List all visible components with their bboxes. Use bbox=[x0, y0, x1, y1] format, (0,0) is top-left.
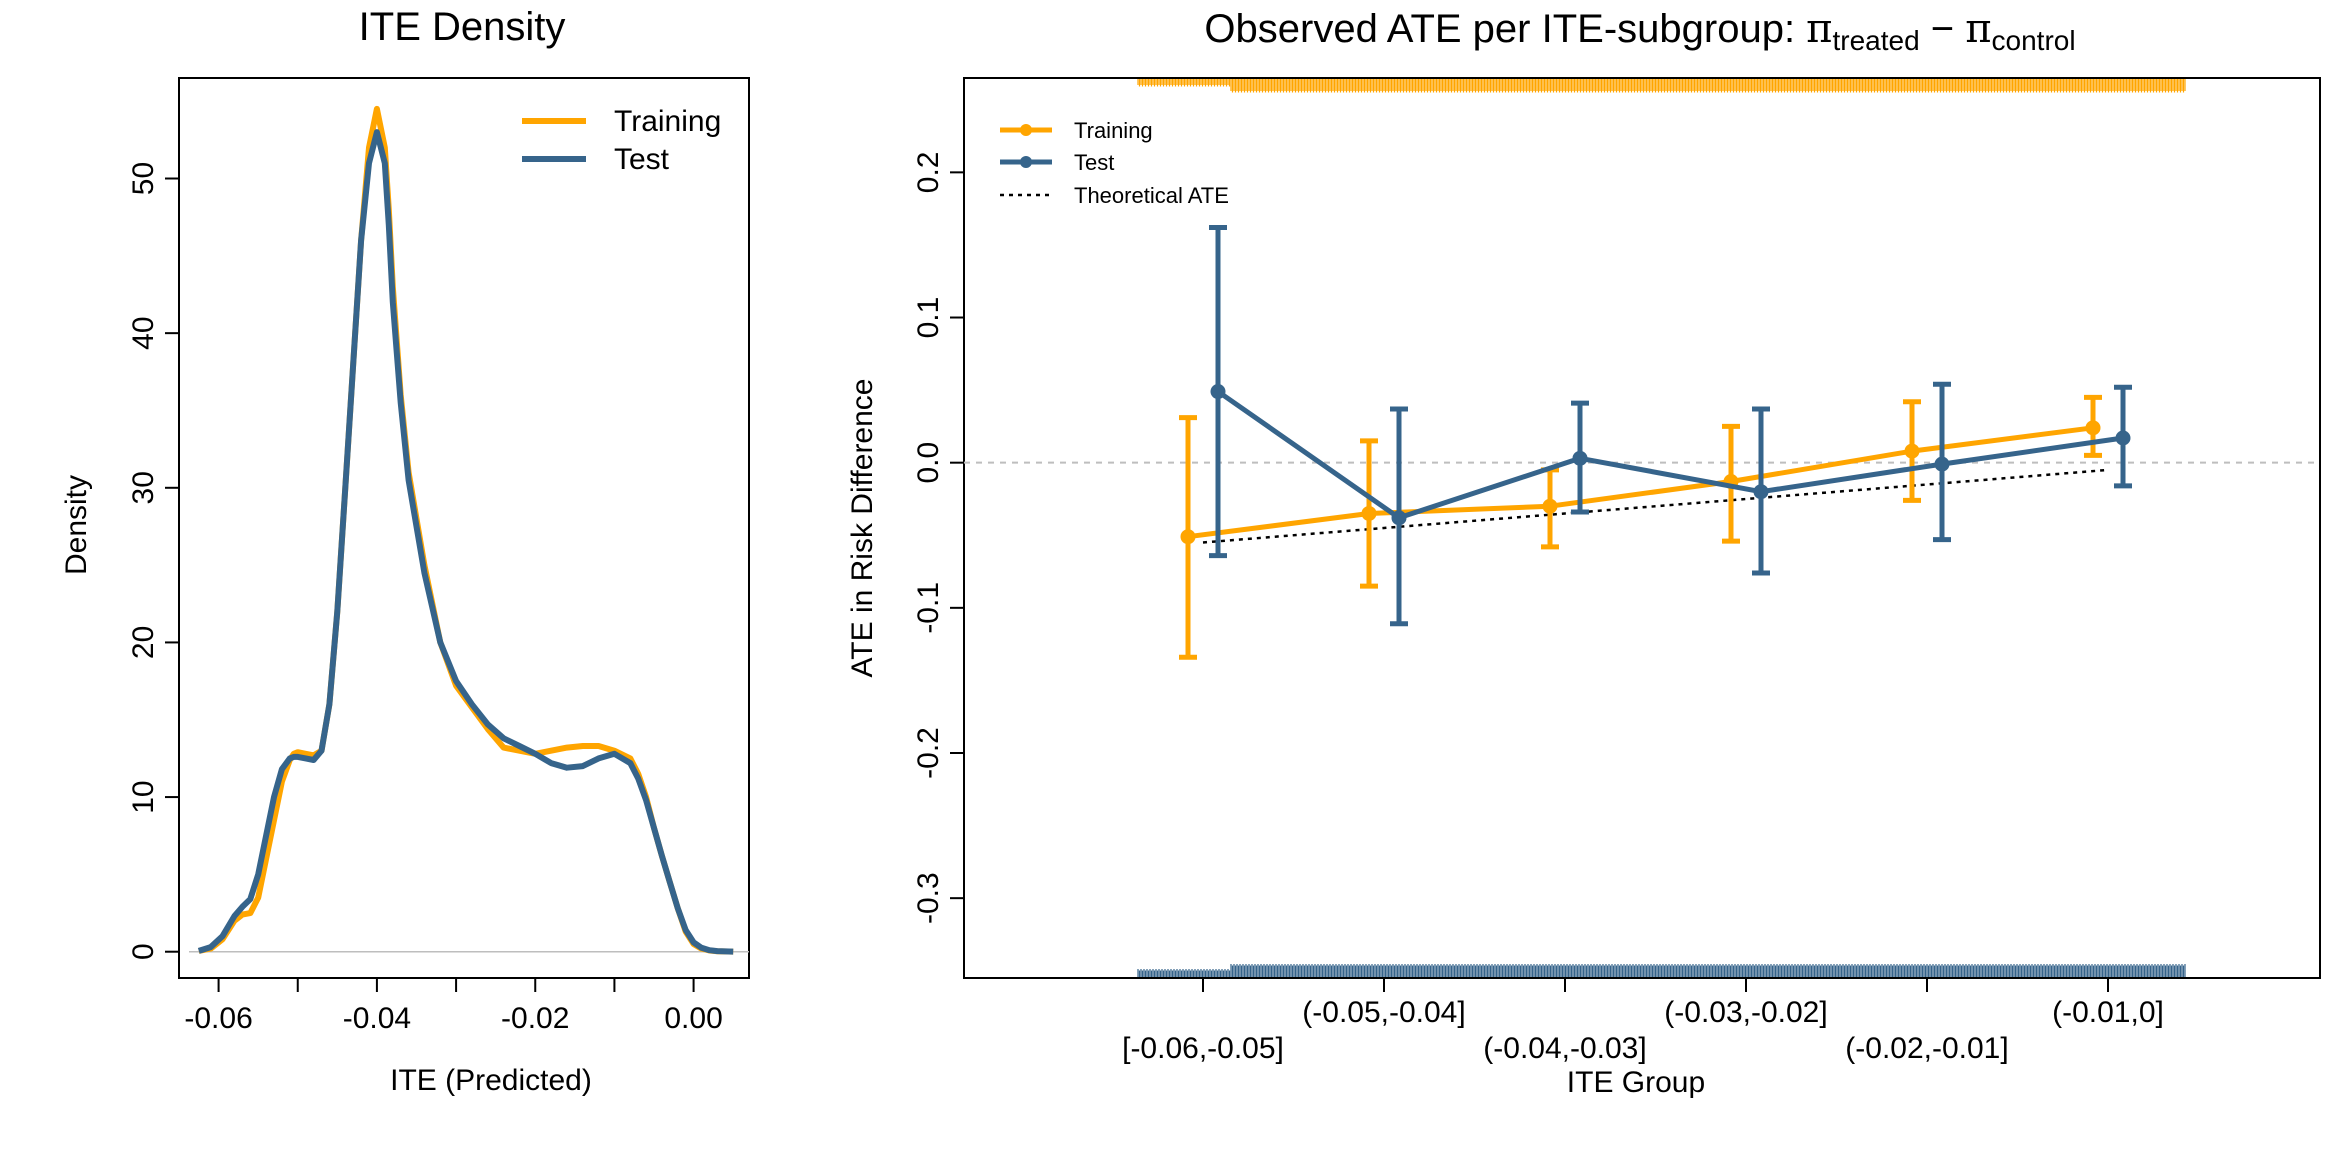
legend-test-label: Test bbox=[1074, 150, 1114, 175]
ate-x-tick-label: (-0.05,-0.04] bbox=[1302, 996, 1465, 1029]
density-y-tick-label: 10 bbox=[127, 780, 160, 813]
density-x-tick-label: 0.00 bbox=[664, 1002, 722, 1035]
ate-legend: Training Test Theoretical ATE bbox=[1000, 118, 1229, 208]
pi-treated-symbol: π bbox=[1806, 6, 1832, 52]
ate-title: Observed ATE per ITE-subgroup: πtreated … bbox=[1204, 6, 2075, 56]
ate-y-tick-label: 0.2 bbox=[912, 151, 945, 193]
training-ate-point bbox=[1180, 529, 1196, 545]
density-plot-content: -0.06 -0.04 -0.02 0.00 0 10 20 30 40 50 bbox=[127, 105, 749, 1035]
test-rug bbox=[1137, 964, 2186, 977]
test-ate-point bbox=[1753, 484, 1769, 500]
ate-y-tick-label: -0.3 bbox=[912, 872, 945, 924]
theoretical-ate-line bbox=[1202, 468, 2109, 544]
pi-control-symbol: π bbox=[1965, 6, 1991, 52]
ate-y-tick-label: 0.1 bbox=[912, 297, 945, 339]
density-y-tick-label: 40 bbox=[127, 316, 160, 349]
subscript-control: control bbox=[1992, 25, 2076, 56]
density-y-tick-label: 0 bbox=[127, 943, 160, 960]
training-ate-point bbox=[1361, 505, 1377, 521]
density-x-tick-label: -0.02 bbox=[501, 1002, 569, 1035]
density-y-tick-label: 30 bbox=[127, 471, 160, 504]
density-line-test bbox=[197, 129, 734, 955]
training-ate-point bbox=[1542, 498, 1558, 514]
ate-x-tick-label: (-0.01,0] bbox=[2052, 996, 2164, 1029]
legend-theoretical-label: Theoretical ATE bbox=[1074, 183, 1229, 208]
training-ate-point bbox=[1904, 443, 1920, 459]
density-title: ITE Density bbox=[359, 5, 566, 49]
ate-y-axis-label: ATE in Risk Difference bbox=[846, 379, 879, 678]
density-panel: ITE Density ITE (Predicted) Density -0.0… bbox=[60, 5, 750, 1097]
legend-test-marker bbox=[1020, 156, 1032, 168]
density-x-axis-label: ITE (Predicted) bbox=[390, 1064, 592, 1097]
ate-x-tick-label: (-0.02,-0.01] bbox=[1845, 1032, 2008, 1065]
training-rug bbox=[1137, 79, 2186, 93]
legend-test-label: Test bbox=[614, 143, 670, 176]
legend-training-label: Training bbox=[1074, 118, 1153, 143]
density-y-tick-label: 20 bbox=[127, 626, 160, 659]
test-ate-point bbox=[1210, 384, 1226, 400]
ate-x-tick-label: (-0.04,-0.03] bbox=[1483, 1032, 1646, 1065]
legend-training-marker bbox=[1020, 124, 1032, 136]
density-plot-frame bbox=[178, 77, 750, 979]
test-ate-line bbox=[1216, 389, 2124, 521]
test-ate-point bbox=[1572, 450, 1588, 466]
ate-title-text: Observed ATE per ITE-subgroup: bbox=[1204, 7, 1806, 51]
ate-x-tick-label: [-0.06,-0.05] bbox=[1122, 1032, 1284, 1065]
training-ate-point bbox=[2085, 420, 2101, 436]
title-minus: − bbox=[1920, 7, 1966, 51]
ate-y-tick-label: 0.0 bbox=[912, 442, 945, 484]
subscript-treated: treated bbox=[1832, 25, 1919, 56]
ate-y-tick-label: -0.2 bbox=[912, 727, 945, 779]
ate-x-axis-label: ITE Group bbox=[1567, 1066, 1705, 1099]
ate-plot-content: -0.3 -0.2 -0.1 0.0 0.1 0.2 [-0.06,-0.05] (-0.05… bbox=[912, 79, 2320, 1065]
density-x-tick-label: -0.04 bbox=[343, 1002, 411, 1035]
ate-y-tick-label: -0.1 bbox=[912, 582, 945, 634]
ate-plot-frame bbox=[963, 77, 2321, 979]
legend-training-label: Training bbox=[614, 105, 721, 138]
density-x-tick-label: -0.06 bbox=[184, 1002, 252, 1035]
test-ate-point bbox=[1391, 510, 1407, 526]
test-ate-point bbox=[2115, 430, 2131, 446]
density-y-axis-label: Density bbox=[60, 475, 93, 575]
density-legend: Training Test bbox=[522, 105, 721, 176]
ate-panel: Observed ATE per ITE-subgroup: πtreated … bbox=[846, 6, 2321, 1099]
density-y-tick-label: 50 bbox=[127, 162, 160, 195]
ate-x-tick-label: (-0.03,-0.02] bbox=[1664, 996, 1827, 1029]
test-ate-point bbox=[1934, 456, 1950, 472]
